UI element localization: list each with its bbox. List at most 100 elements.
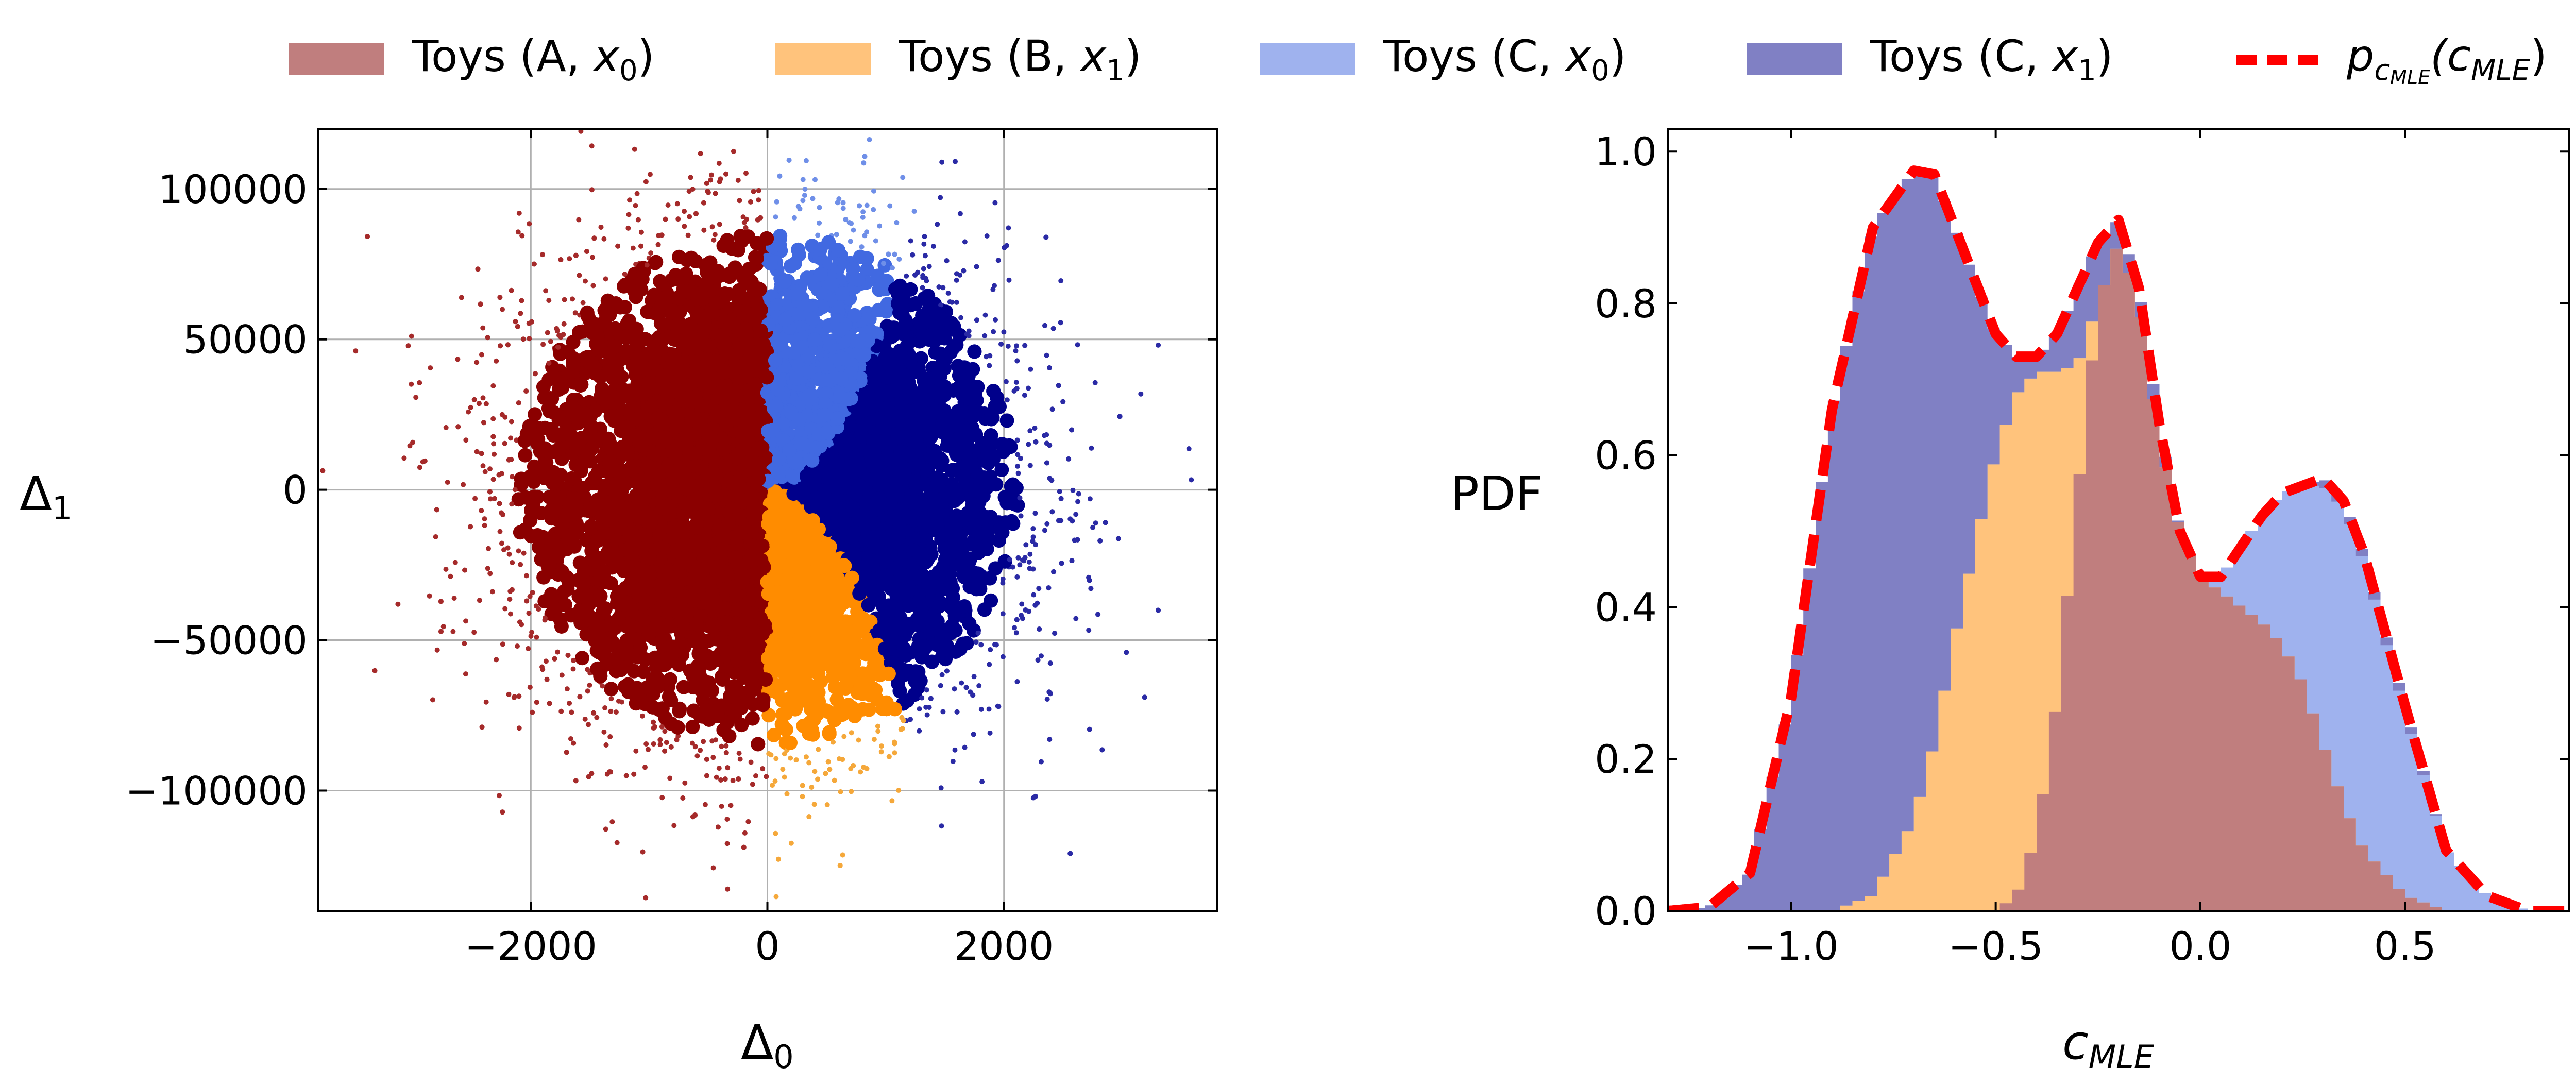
scatter-point bbox=[858, 769, 863, 775]
scatter-point bbox=[737, 198, 742, 204]
scatter-point bbox=[719, 804, 724, 809]
scatter-point bbox=[824, 802, 830, 807]
scatter-point bbox=[1004, 397, 1010, 403]
scatter-point bbox=[608, 696, 614, 702]
scatter-point bbox=[1028, 366, 1033, 372]
scatter-point bbox=[518, 311, 523, 316]
scatter-point bbox=[627, 197, 632, 203]
scatter-point bbox=[745, 711, 760, 726]
scatter-point bbox=[755, 217, 760, 223]
scatter-point bbox=[1031, 592, 1037, 598]
scatter-point bbox=[463, 437, 469, 443]
scatter-point bbox=[632, 146, 637, 152]
scatter-point bbox=[764, 774, 769, 779]
scatter-point bbox=[1058, 320, 1063, 326]
scatter-point bbox=[812, 769, 818, 774]
scatter-point bbox=[756, 188, 761, 193]
scatter-point bbox=[896, 788, 902, 793]
scatter-point bbox=[982, 312, 988, 318]
scatter-point bbox=[582, 716, 588, 722]
scatter-point bbox=[1005, 344, 1011, 349]
scatter-point bbox=[603, 276, 608, 282]
scatter-point bbox=[716, 90, 721, 95]
scatter-point bbox=[619, 699, 624, 705]
scatter-point bbox=[878, 749, 884, 755]
scatter-point bbox=[926, 264, 932, 269]
scatter-point bbox=[860, 209, 866, 215]
scatter-point bbox=[958, 315, 964, 320]
scatter-point bbox=[690, 740, 695, 746]
scatter-point bbox=[743, 171, 749, 176]
scatter-point bbox=[461, 482, 466, 487]
scatter-point bbox=[510, 474, 515, 480]
scatter-point bbox=[957, 599, 972, 614]
scatter-point bbox=[428, 365, 433, 371]
scatter-point bbox=[1015, 452, 1021, 457]
scatter-point bbox=[954, 277, 959, 283]
scatter-point bbox=[614, 840, 620, 845]
scatter-point bbox=[320, 468, 326, 473]
scatter-point bbox=[725, 886, 731, 892]
scatter-point bbox=[713, 93, 718, 98]
scatter-point bbox=[506, 551, 512, 557]
scatter-point bbox=[702, 802, 708, 807]
scatter-point bbox=[452, 560, 458, 565]
scatter-point bbox=[987, 730, 993, 736]
scatter-point bbox=[601, 236, 607, 242]
scatter-point bbox=[1087, 726, 1092, 732]
scatter-point bbox=[682, 224, 687, 229]
scatter-point bbox=[564, 686, 570, 692]
scatter-point bbox=[1042, 528, 1047, 533]
scatter-point bbox=[701, 200, 706, 206]
scatter-point bbox=[802, 193, 807, 198]
scatter-point bbox=[993, 317, 998, 323]
legend-swatch bbox=[1747, 43, 1842, 75]
scatter-point bbox=[607, 734, 613, 739]
legend-swatch bbox=[775, 43, 871, 75]
scatter-point bbox=[499, 540, 504, 546]
scatter-point bbox=[712, 232, 718, 238]
scatter-point bbox=[353, 348, 359, 354]
scatter-point bbox=[1026, 442, 1031, 447]
scatter-point bbox=[589, 143, 595, 149]
scatter-point bbox=[618, 122, 623, 127]
scatter-point bbox=[1030, 534, 1036, 540]
scatter-point bbox=[502, 606, 508, 612]
scatter-point bbox=[986, 706, 992, 712]
scatter-point bbox=[576, 217, 582, 223]
scatter-point bbox=[780, 767, 786, 772]
scatter-point bbox=[731, 148, 736, 154]
scatter-point bbox=[567, 256, 572, 262]
scatter-point bbox=[782, 774, 787, 780]
scatter-point bbox=[639, 713, 645, 719]
scatter-point bbox=[539, 664, 545, 670]
legend-item-pdf-curve: pcMLE(cMLE) bbox=[2236, 21, 2547, 98]
scatter-point bbox=[1138, 391, 1144, 397]
scatter-point bbox=[965, 362, 980, 377]
scatter-point bbox=[410, 439, 415, 445]
scatter-point bbox=[1014, 679, 1020, 684]
scatter-point bbox=[867, 137, 872, 142]
scatter-point bbox=[583, 278, 588, 284]
scatter-point bbox=[716, 766, 722, 771]
scatter-point bbox=[543, 658, 549, 664]
scatter-point bbox=[871, 207, 876, 212]
scatter-point bbox=[508, 435, 513, 441]
scatter-point bbox=[788, 755, 793, 761]
scatter-point bbox=[907, 90, 912, 95]
scatter-points bbox=[320, 90, 1194, 901]
scatter-point bbox=[988, 647, 993, 652]
scatter-point bbox=[962, 744, 968, 750]
scatter-point bbox=[800, 198, 806, 204]
scatter-point bbox=[939, 672, 945, 677]
scatter-point bbox=[984, 233, 990, 239]
scatter-point bbox=[954, 299, 959, 305]
scatter-point bbox=[420, 459, 426, 465]
scatter-point bbox=[577, 273, 582, 278]
scatter-point bbox=[500, 307, 505, 312]
scatter-point bbox=[657, 737, 663, 742]
scatter-point bbox=[643, 895, 649, 901]
scatter-point bbox=[1017, 562, 1023, 568]
